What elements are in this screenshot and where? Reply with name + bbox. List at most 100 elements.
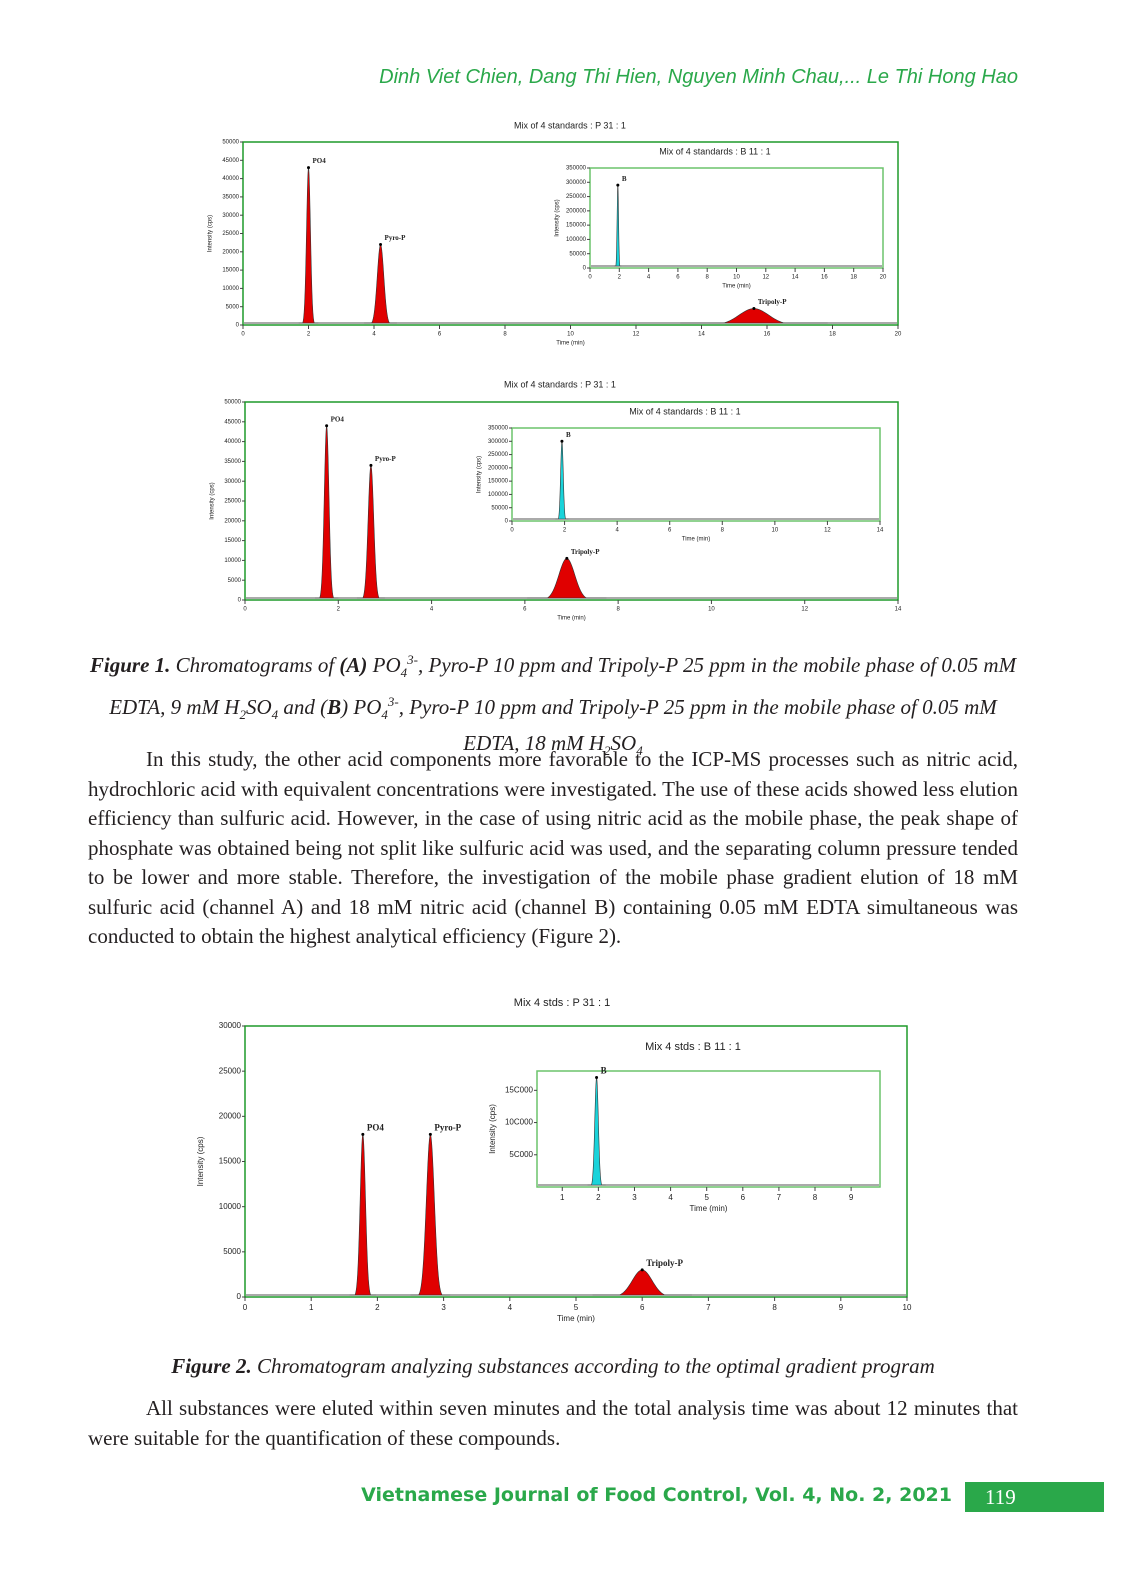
x-tick-label: 4	[668, 1193, 673, 1202]
x-tick-label: 12	[824, 528, 831, 534]
x-tick-label: 4	[508, 1303, 513, 1312]
y-tick-label: 0	[583, 266, 587, 272]
x-tick-label: 2	[307, 332, 311, 338]
y-tick-label: 0	[238, 598, 242, 604]
caption-run: Figure 1.	[89, 653, 171, 677]
paragraph: In this study, the other acid components…	[88, 747, 1018, 948]
y-tick-label: 30000	[219, 1021, 242, 1030]
plot-title: Mix of 4 standards : B 11 : 1	[659, 146, 770, 156]
caption-run: 3-	[387, 694, 399, 710]
x-tick-label: 10	[733, 275, 740, 281]
plot-title: Mix 4 stds : P 31 : 1	[514, 997, 610, 1009]
x-tick-label: 10	[772, 528, 779, 534]
y-tick-label: 25000	[224, 499, 241, 505]
caption-run: SO	[610, 731, 637, 756]
peak-label: PO4	[367, 1122, 384, 1132]
x-tick-label: 6	[438, 332, 442, 338]
y-tick-label: 5000	[228, 578, 242, 584]
running-header: Dinh Viet Chien, Dang Thi Hien, Nguyen M…	[379, 66, 1018, 88]
x-tick-label: 2	[375, 1303, 380, 1312]
y-tick-label: 5000	[223, 1247, 241, 1256]
plot-title: Mix of 4 standards : P 31 : 1	[514, 120, 626, 130]
peak-apex	[640, 1268, 644, 1272]
y-tick-label: 0	[505, 519, 509, 525]
y-axis-label: Intensity (cps)	[555, 199, 561, 236]
y-tick-label: 40000	[222, 176, 239, 182]
caption-run: Chromatograms of	[170, 653, 340, 677]
peak-apex	[361, 1132, 365, 1136]
caption-run: ) PO	[341, 695, 382, 720]
x-tick-label: 12	[801, 607, 808, 613]
x-tick-label: 10	[903, 1303, 912, 1312]
caption-run: Chromatogram analyzing substances accord…	[251, 1354, 935, 1378]
x-tick-label: 18	[829, 332, 836, 338]
x-tick-label: 5	[574, 1303, 579, 1312]
caption-run: 3-	[407, 652, 419, 667]
plot-title: Mix of 4 standards : B 11 : 1	[629, 406, 740, 416]
caption-run: 2	[239, 707, 246, 723]
peak-label: Tripoly-P	[758, 298, 787, 306]
y-tick-label: 35000	[222, 194, 239, 200]
x-tick-label: 20	[895, 332, 902, 338]
y-tick-label: 10000	[224, 558, 241, 564]
y-tick-label: 0	[237, 1292, 242, 1301]
x-tick-label: 0	[241, 332, 245, 338]
peak-apex	[307, 166, 310, 170]
x-tick-label: 4	[372, 332, 376, 338]
y-tick-label: 200000	[488, 465, 509, 471]
x-tick-label: 0	[510, 528, 514, 534]
y-tick-label: 350000	[566, 166, 587, 172]
x-axis-label: Time (min)	[722, 284, 750, 290]
caption-run: PO	[367, 653, 401, 677]
y-tick-label: 50000	[491, 505, 508, 511]
x-tick-label: 14	[698, 332, 705, 338]
y-tick-label: 25000	[222, 231, 239, 237]
x-tick-label: 2	[563, 528, 567, 534]
caption-run: 4	[381, 707, 388, 723]
y-tick-label: 15C000	[505, 1085, 534, 1094]
x-tick-label: 8	[503, 332, 507, 338]
y-tick-label: 150000	[488, 479, 509, 485]
y-tick-label: 30000	[224, 479, 241, 485]
peak-apex	[560, 439, 564, 443]
figure-caption: Figure 2. Chromatogram analyzing substan…	[88, 1352, 1018, 1381]
y-tick-label: 25000	[219, 1066, 242, 1075]
caption-run: and (	[278, 695, 328, 720]
x-tick-label: 2	[337, 607, 341, 613]
y-axis-label: Intensity (cps)	[477, 456, 483, 493]
x-tick-label: 3	[441, 1303, 446, 1312]
y-tick-label: 250000	[488, 452, 509, 458]
y-tick-label: 300000	[566, 180, 587, 186]
figure-caption: Figure 1. Chromatograms of (A) PO43-, Py…	[88, 645, 1018, 766]
x-tick-label: 7	[777, 1193, 782, 1202]
caption-run: Figure 2.	[171, 1354, 252, 1378]
y-tick-label: 300000	[488, 439, 509, 445]
x-tick-label: 7	[706, 1303, 711, 1312]
y-tick-label: 45000	[224, 419, 241, 425]
journal-name: Vietnamese Journal of Food Control, Vol.…	[361, 1484, 952, 1506]
peak-label: B	[601, 1066, 607, 1076]
x-tick-label: 6	[668, 528, 672, 534]
paragraph: All substances were eluted within seven …	[88, 1396, 1018, 1450]
x-tick-label: 8	[813, 1193, 818, 1202]
page-number: 119	[965, 1482, 1104, 1512]
caption-run: 4	[400, 665, 408, 681]
x-tick-label: 2	[618, 275, 622, 281]
x-tick-label: 14	[877, 528, 884, 534]
y-axis-label: Intensity (cps)	[208, 215, 214, 252]
y-tick-label: 15000	[222, 268, 239, 274]
peak-apex	[565, 556, 569, 560]
x-tick-label: 8	[706, 275, 710, 281]
y-tick-label: 10000	[219, 1202, 242, 1211]
x-tick-label: 2	[596, 1193, 601, 1202]
x-tick-label: 8	[616, 607, 620, 613]
y-tick-label: 20000	[219, 1111, 242, 1120]
plot-area	[511, 427, 881, 522]
y-tick-label: 100000	[488, 492, 509, 498]
x-tick-label: 0	[588, 275, 592, 281]
x-tick-label: 1	[560, 1193, 565, 1202]
peak-apex	[325, 424, 329, 428]
y-tick-label: 50000	[224, 400, 241, 406]
x-tick-label: 9	[839, 1303, 844, 1312]
y-tick-label: 15000	[224, 538, 241, 544]
